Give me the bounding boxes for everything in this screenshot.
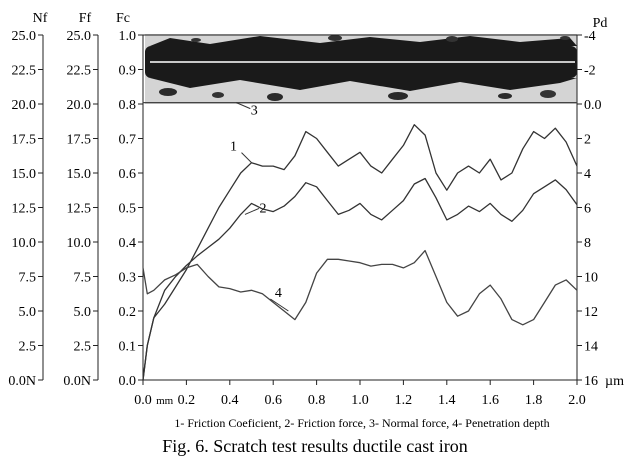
series-line-4 (142, 249, 578, 326)
tick-label-ff: 17.5 (67, 133, 92, 148)
tick-label-nf: 0.0N (8, 374, 36, 389)
tick-label-fc: 0.6 (119, 167, 137, 182)
series-label-2: 2 (259, 201, 266, 216)
tick-label-fc: 0.8 (119, 98, 137, 113)
figure-caption: Fig. 6. Scratch test results ductile cas… (162, 436, 467, 456)
axis-title-pd: Pd (593, 16, 608, 31)
tick-label-fc: 0.1 (119, 340, 137, 355)
tick-label-x: 0.6 (264, 393, 282, 408)
tick-label-nf: 20.0 (12, 98, 37, 113)
tick-label-ff: 20.0 (67, 98, 92, 113)
tick-label-pd: -4 (584, 29, 596, 44)
tick-label-fc: 0.9 (119, 64, 137, 79)
tick-label-pd: 2 (584, 133, 591, 148)
tick-label-pd: 16 (584, 374, 598, 389)
tick-label-fc: 0.5 (119, 202, 137, 217)
tick-label-ff: 2.5 (74, 340, 92, 355)
tick-label-x: 1.6 (481, 393, 499, 408)
tick-label-nf: 2.5 (19, 340, 37, 355)
tick-label-ff: 12.5 (67, 202, 92, 217)
tick-label-ff: 7.5 (74, 271, 92, 286)
tick-label-pd: 0.0 (584, 98, 602, 113)
series-label-3: 3 (251, 104, 258, 119)
series-leader-1 (241, 152, 252, 164)
tick-label-x: 1.2 (395, 393, 413, 408)
tick-label-nf: 7.5 (19, 271, 37, 286)
tick-label-ff: 25.0 (67, 29, 92, 44)
tick-label-fc: 0.4 (119, 236, 137, 251)
tick-label-nf: 12.5 (12, 202, 37, 217)
tick-label-ff: 10.0 (67, 236, 92, 251)
tick-label-pd: 10 (584, 271, 598, 286)
tick-label-x: 0.0 (134, 393, 152, 408)
tick-label-pd: 14 (584, 340, 598, 355)
tick-label-pd: 12 (584, 305, 598, 320)
scratch-track-micrograph (145, 34, 577, 104)
tick-label-fc: 0.0 (119, 374, 137, 389)
tick-label-nf: 22.5 (12, 64, 37, 79)
tick-label-x: 1.0 (351, 393, 369, 408)
series-line-1 (142, 124, 578, 381)
series-label-1: 1 (230, 140, 237, 155)
tick-label-nf: 5.0 (19, 305, 37, 320)
tick-label-pd: 4 (584, 167, 591, 182)
tick-label-fc: 0.2 (119, 305, 137, 320)
series-leader-2 (244, 207, 260, 215)
tick-label-nf: 17.5 (12, 133, 37, 148)
tick-label-pd: 8 (584, 236, 591, 251)
series-line-2 (142, 177, 578, 381)
tick-label-nf: 25.0 (12, 29, 37, 44)
tick-label-fc: 0.3 (119, 271, 137, 286)
tick-label-x: 1.4 (438, 393, 456, 408)
axis-title-ff: Ff (79, 11, 92, 26)
tick-label-nf: 10.0 (12, 236, 37, 251)
axis-title-fc: Fc (116, 11, 130, 26)
tick-label-fc: 1.0 (119, 29, 137, 44)
axis-unit-x: mm (156, 395, 174, 407)
tick-label-nf: 15.0 (12, 167, 37, 182)
tick-label-x: 2.0 (568, 393, 586, 408)
legend-text: 1- Friction Coeficient, 2- Friction forc… (174, 416, 549, 430)
tick-label-x: 0.4 (221, 393, 239, 408)
tick-label-pd: -2 (584, 64, 596, 79)
tick-label-x: 1.8 (525, 393, 543, 408)
axis-unit-pd: µm (605, 374, 624, 389)
series-label-4: 4 (275, 286, 282, 301)
tick-label-pd: 6 (584, 202, 591, 217)
tick-label-ff: 22.5 (67, 64, 92, 79)
axis-title-nf: Nf (33, 11, 48, 26)
series-leader-4 (270, 298, 289, 312)
tick-label-x: 0.2 (178, 393, 196, 408)
series-leader-3 (236, 102, 251, 110)
tick-label-fc: 0.7 (119, 133, 137, 148)
tick-label-ff: 0.0N (63, 374, 91, 389)
tick-label-ff: 15.0 (67, 167, 92, 182)
tick-label-ff: 5.0 (74, 305, 92, 320)
tick-label-x: 0.8 (308, 393, 326, 408)
